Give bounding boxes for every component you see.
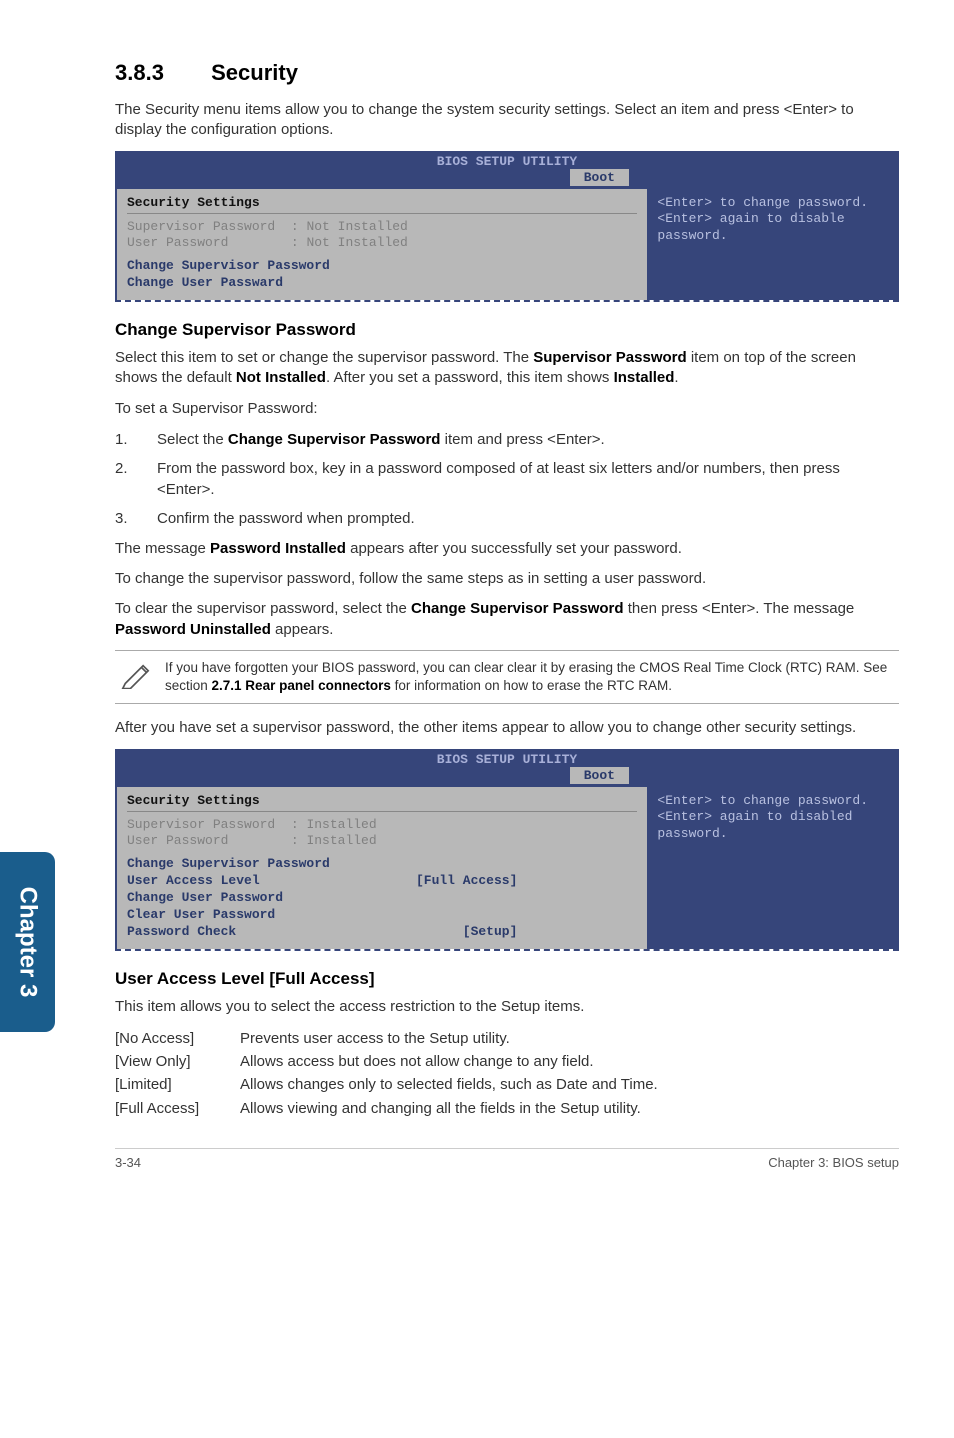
note-block: If you have forgotten your BIOS password… (115, 650, 899, 704)
bios-screenshot-2: BIOS SETUP UTILITY Boot Security Setting… (115, 749, 899, 951)
chapter-side-tab: Chapter 3 (0, 852, 55, 1032)
bios1-row: User Password : Not Installed (127, 235, 637, 252)
bios2-bottom-dashes (115, 949, 899, 951)
step-item: 1.Select the Change Supervisor Password … (115, 429, 899, 450)
bios1-action-row: Change User Passward (127, 275, 637, 292)
bios2-action-row: Change User Password (127, 890, 637, 907)
def-row: [Full Access]Allows viewing and changing… (115, 1097, 899, 1120)
ual-intro: This item allows you to select the acces… (115, 997, 899, 1017)
chapter-side-label: Chapter 3 (14, 887, 42, 998)
bios2-title: BIOS SETUP UTILITY (115, 751, 899, 769)
note-pencil-icon (115, 659, 165, 694)
csp-msg1: The message Password Installed appears a… (115, 539, 899, 559)
note-text: If you have forgotten your BIOS password… (165, 659, 899, 695)
footer-page-number: 3-34 (115, 1155, 141, 1170)
csp-msg2: To change the supervisor password, follo… (115, 569, 899, 589)
bios2-row: User Password : Installed (127, 833, 637, 850)
bios1-left-panel: Security Settings Supervisor Password : … (117, 189, 647, 301)
bios2-header: BIOS SETUP UTILITY Boot (115, 749, 899, 787)
after-note-para: After you have set a supervisor password… (115, 718, 899, 738)
bios1-row: Supervisor Password : Not Installed (127, 219, 637, 236)
bios2-settings-header: Security Settings (127, 793, 637, 812)
bios2-action-row: Password Check[Setup] (127, 924, 637, 941)
bios1-tab: Boot (570, 169, 629, 186)
def-row: [Limited]Allows changes only to selected… (115, 1073, 899, 1096)
def-row: [No Access]Prevents user access to the S… (115, 1027, 899, 1050)
footer-chapter-label: Chapter 3: BIOS setup (768, 1155, 899, 1170)
page-footer: 3-34 Chapter 3: BIOS setup (115, 1148, 899, 1170)
bios-screenshot-1: BIOS SETUP UTILITY Boot Security Setting… (115, 151, 899, 303)
section-heading: 3.8.3 Security (115, 60, 899, 86)
csp-steps: 1.Select the Change Supervisor Password … (115, 429, 899, 529)
bios2-action-row: Clear User Password (127, 907, 637, 924)
bios1-title: BIOS SETUP UTILITY (115, 153, 899, 171)
ual-heading: User Access Level [Full Access] (115, 969, 899, 989)
bios1-right-panel: <Enter> to change password. <Enter> agai… (647, 189, 897, 301)
bios1-settings-header: Security Settings (127, 195, 637, 214)
bios2-action-row: Change Supervisor Password (127, 856, 637, 873)
section-number: 3.8.3 (115, 60, 205, 86)
csp-to-set: To set a Supervisor Password: (115, 399, 899, 419)
csp-heading: Change Supervisor Password (115, 320, 899, 340)
bios2-row: Supervisor Password : Installed (127, 817, 637, 834)
bios2-left-panel: Security Settings Supervisor Password : … (117, 787, 647, 949)
bios2-tab: Boot (570, 767, 629, 784)
def-row: [View Only]Allows access but does not al… (115, 1050, 899, 1073)
csp-msg3: To clear the supervisor password, select… (115, 599, 899, 640)
bios1-bottom-dashes (115, 300, 899, 302)
step-item: 3.Confirm the password when prompted. (115, 508, 899, 529)
section-title: Security (211, 60, 298, 85)
bios2-action-row: User Access Level[Full Access] (127, 873, 637, 890)
bios2-right-panel: <Enter> to change password. <Enter> agai… (647, 787, 897, 949)
csp-para1: Select this item to set or change the su… (115, 348, 899, 389)
bios1-header: BIOS SETUP UTILITY Boot (115, 151, 899, 189)
ual-def-table: [No Access]Prevents user access to the S… (115, 1027, 899, 1120)
intro-paragraph: The Security menu items allow you to cha… (115, 100, 899, 141)
step-item: 2.From the password box, key in a passwo… (115, 458, 899, 500)
bios1-action-row: Change Supervisor Password (127, 258, 637, 275)
